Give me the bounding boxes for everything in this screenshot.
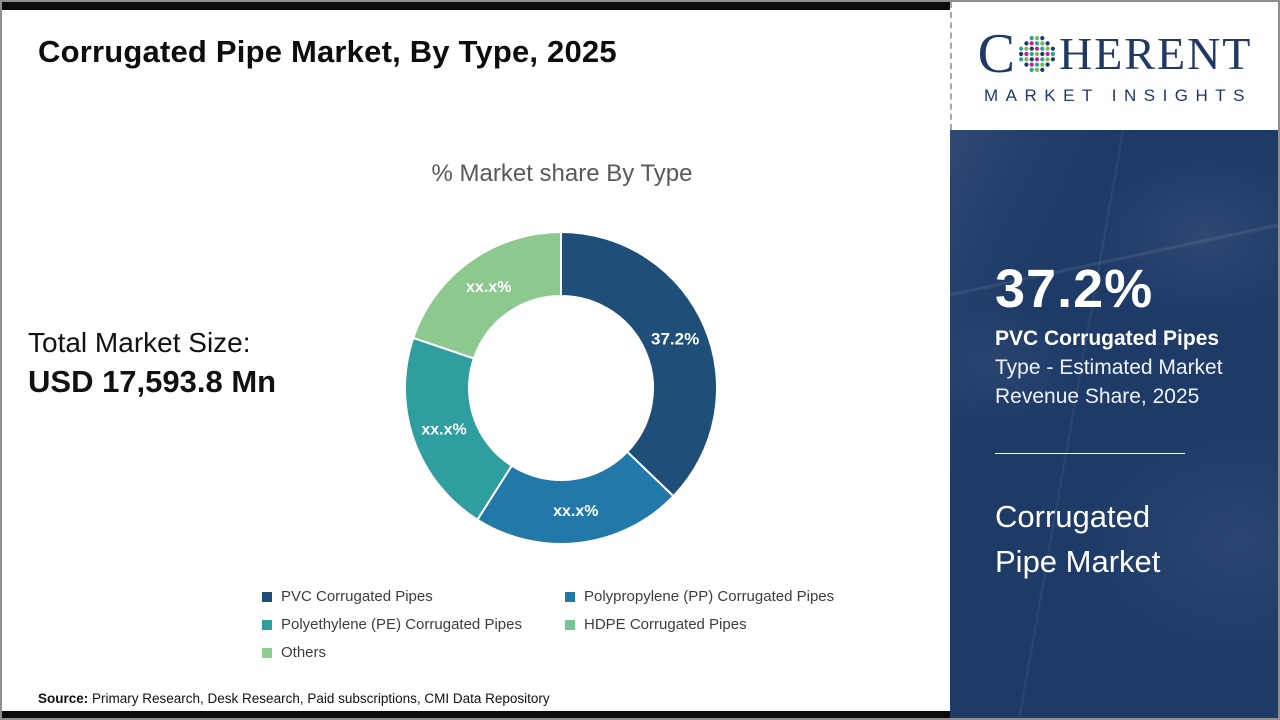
stat-value: 37.2% — [995, 259, 1154, 319]
bottom-accent-bar — [2, 711, 950, 718]
source-text: Primary Research, Desk Research, Paid su… — [88, 691, 550, 706]
legend-label: Others — [281, 644, 327, 661]
donut-segment-label: xx.x% — [553, 503, 598, 520]
stat-block: 37.2% PVC Corrugated Pipes Type - Estima… — [995, 260, 1235, 411]
right-column: C HERENT MARKET INSIGHTS 37.2% PVC Corru… — [950, 2, 1278, 718]
legend-item: HDPE Corrugated Pipes — [565, 616, 922, 633]
legend-item: PVC Corrugated Pipes — [262, 588, 565, 605]
legend-item: Polyethylene (PE) Corrugated Pipes — [262, 616, 565, 633]
donut-segment — [411, 230, 562, 360]
donut-chart: 37.2% xx.x% xx.x% xx.x% — [403, 230, 719, 546]
source-line: Source: Primary Research, Desk Research,… — [38, 691, 550, 706]
total-market-size-label: Total Market Size: — [28, 327, 251, 358]
source-label: Source: — [38, 691, 89, 706]
logo-wordmark: HERENT — [1058, 28, 1253, 79]
donut-segment — [476, 450, 675, 545]
legend-label: PVC Corrugated Pipes — [281, 588, 433, 605]
donut-segment-label: xx.x% — [421, 421, 466, 438]
legend-item: Polypropylene (PP) Corrugated Pipes — [565, 588, 922, 605]
report-title: Corrugated Pipe Market — [995, 499, 1161, 579]
page-title: Corrugated Pipe Market, By Type, 2025 — [38, 34, 617, 69]
sidebar-divider — [995, 453, 1185, 454]
brand-logo: C HERENT MARKET INSIGHTS — [950, 2, 1278, 130]
stat-description: Type - Estimated Market Revenue Share, 2… — [995, 356, 1223, 408]
total-market-size: Total Market Size: USD 17,593.8 Mn — [28, 324, 276, 402]
total-market-size-value: USD 17,593.8 Mn — [28, 364, 277, 399]
donut-segment-label: 37.2% — [651, 329, 699, 348]
legend-label: HDPE Corrugated Pipes — [584, 616, 747, 633]
donut-segment-label: xx.x% — [466, 279, 511, 296]
donut-segment — [560, 230, 718, 498]
sidebar-panel: 37.2% PVC Corrugated Pipes Type - Estima… — [950, 130, 1278, 718]
legend-swatch — [262, 591, 272, 602]
legend-swatch — [565, 619, 575, 630]
legend-item: Others — [262, 644, 565, 661]
legend-swatch — [262, 647, 272, 658]
chart-legend: PVC Corrugated Pipes Polypropylene (PP) C… — [262, 588, 922, 661]
logo-initial: C — [977, 23, 1015, 85]
stat-title: PVC Corrugated Pipes — [995, 327, 1220, 350]
legend-label: Polyethylene (PE) Corrugated Pipes — [281, 616, 522, 633]
logo-subtitle: MARKET INSIGHTS — [983, 86, 1253, 105]
top-accent-bar — [2, 2, 950, 10]
legend-swatch — [262, 619, 272, 630]
legend-swatch — [565, 591, 575, 602]
chart-title: % Market share By Type — [431, 160, 693, 187]
donut-chart-svg: 37.2% xx.x% xx.x% xx.x% — [404, 230, 718, 545]
legend-label: Polypropylene (PP) Corrugated Pipes — [584, 588, 835, 605]
coherent-globe-icon — [1018, 36, 1055, 72]
